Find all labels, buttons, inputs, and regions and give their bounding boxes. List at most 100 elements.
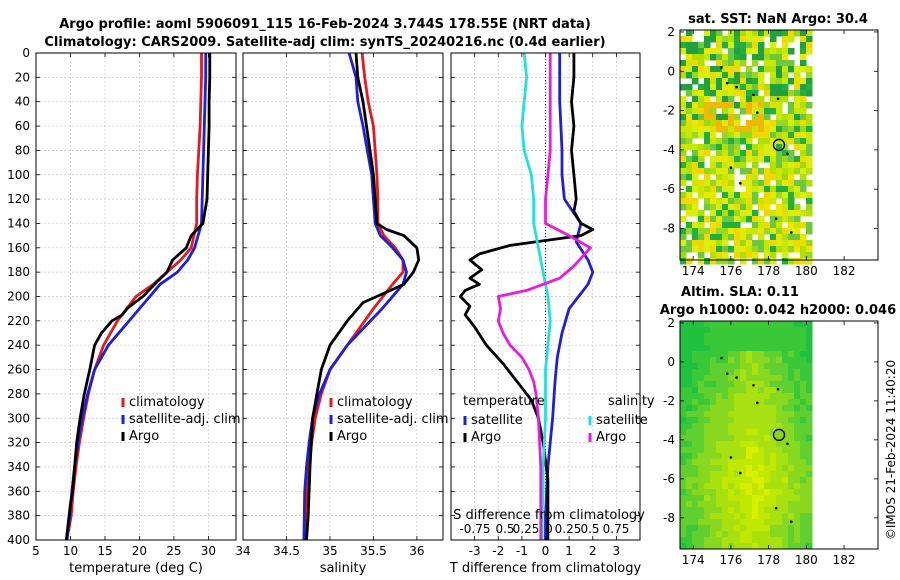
- sst-map-cell: [722, 216, 729, 223]
- sst-map-cell: [800, 78, 807, 85]
- sst-map-cell: [734, 150, 741, 157]
- sla-island-dot: [756, 401, 759, 405]
- sst-map-cell: [734, 132, 741, 139]
- sla-map-cell: [758, 435, 765, 442]
- sla-map-cell: [770, 507, 777, 514]
- sst-map-cell: [782, 180, 789, 187]
- sla-map-cell: [704, 429, 711, 436]
- temperature-ytick-label: 40: [15, 95, 30, 109]
- sst-map-cell: [764, 240, 771, 247]
- sla-map-cell: [740, 357, 747, 364]
- sla-map-cell: [806, 489, 813, 496]
- sst-map-cell: [794, 228, 801, 235]
- diff-legend-right-label: Argo: [596, 430, 626, 445]
- sst-map-cell: [716, 240, 723, 247]
- sla-map-cell: [794, 447, 801, 454]
- sla-map-cell: [698, 489, 705, 496]
- sla-map-cell: [740, 483, 747, 490]
- sst-map-cell: [686, 66, 693, 73]
- sla-map-cell: [716, 405, 723, 412]
- sla-map-cell: [776, 405, 783, 412]
- sla-map-cell: [728, 429, 735, 436]
- sst-map-cell: [698, 210, 705, 217]
- sla-map-cell: [680, 507, 687, 514]
- temperature-legend-label: Argo: [129, 429, 159, 444]
- sla-map-cell: [758, 399, 765, 406]
- sst-map-cell: [794, 186, 801, 193]
- sla-map-cell: [704, 399, 711, 406]
- sst-map-cell: [806, 156, 813, 163]
- sst-map-cell: [806, 36, 813, 43]
- sst-map-cell: [806, 120, 813, 127]
- sla-map-cell: [764, 333, 771, 340]
- sla-map-cell: [800, 327, 807, 334]
- sst-map-cell: [746, 168, 753, 175]
- sla-map-cell: [740, 339, 747, 346]
- difference-series-t-satellite: [544, 53, 595, 540]
- sst-map-cell: [752, 126, 759, 133]
- sst-map-cell: [746, 42, 753, 49]
- sla-map-cell: [758, 447, 765, 454]
- sla-map-cell: [776, 351, 783, 358]
- sla-map-cell: [722, 351, 729, 358]
- temperature-xtick-label: 5: [32, 544, 40, 558]
- sla-map-cell: [734, 519, 741, 526]
- sla-map-cell: [806, 333, 813, 340]
- sla-map-cell: [764, 465, 771, 472]
- sla-map-cell: [776, 537, 783, 544]
- sla-map-cell: [746, 321, 753, 328]
- sst-map-cell: [770, 126, 777, 133]
- sla-map-cell: [704, 339, 711, 346]
- temperature-xlabel: temperature (deg C): [69, 561, 203, 576]
- sla-map-cell: [710, 525, 717, 532]
- sla-map-cell: [704, 459, 711, 466]
- sla-map-cell: [716, 537, 723, 544]
- sla-map-cell: [710, 399, 717, 406]
- sla-map-cell: [734, 345, 741, 352]
- sla-map-cell: [746, 357, 753, 364]
- sla-map-cell: [770, 531, 777, 538]
- sla-map-cell: [752, 393, 759, 400]
- sst-map-cell: [740, 84, 747, 91]
- sla-map-cell: [800, 363, 807, 370]
- sla-map-cell: [794, 363, 801, 370]
- sla-map-cell: [716, 399, 723, 406]
- sla-map-cell: [686, 339, 693, 346]
- sla-map-cell: [770, 525, 777, 532]
- sla-map-cell: [716, 501, 723, 508]
- sla-map-cell: [800, 489, 807, 496]
- sst-map-cell: [710, 36, 717, 43]
- sla-map-cell: [788, 381, 795, 388]
- sla-map-cell: [770, 513, 777, 520]
- sst-map-cell: [770, 222, 777, 229]
- sla-map-cell: [680, 537, 687, 544]
- sla-island-dot: [789, 520, 793, 524]
- sst-map-cell: [746, 138, 753, 145]
- sla-map-cell: [788, 507, 795, 514]
- sst-map-cell: [722, 246, 729, 253]
- sla-map-cell: [770, 339, 777, 346]
- sst-map-cell: [734, 228, 741, 235]
- sla-map-cell: [710, 405, 717, 412]
- sst-map-cell: [758, 222, 765, 229]
- sla-map-cell: [806, 435, 813, 442]
- sst-map-cell: [776, 114, 783, 121]
- sst-map-cell: [734, 90, 741, 97]
- sla-map-cell: [782, 387, 789, 394]
- sla-map-cell: [740, 345, 747, 352]
- sst-map-cell: [680, 216, 687, 223]
- sst-map-cell: [806, 72, 813, 79]
- sst-map-cell: [728, 60, 735, 67]
- sst-map-cell: [704, 48, 711, 55]
- sla-map-cell: [788, 543, 795, 550]
- sla-map-cell: [758, 537, 765, 544]
- sst-map-cell: [800, 234, 807, 241]
- sst-map-cell: [794, 90, 801, 97]
- sla-map-cell: [782, 513, 789, 520]
- sst-map-cell: [722, 60, 729, 67]
- sst-map-cell: [728, 138, 735, 145]
- sla-map-cell: [704, 537, 711, 544]
- sst-island-dot: [752, 93, 755, 97]
- sla-map-cell: [806, 441, 813, 448]
- sla-map-cell: [716, 507, 723, 514]
